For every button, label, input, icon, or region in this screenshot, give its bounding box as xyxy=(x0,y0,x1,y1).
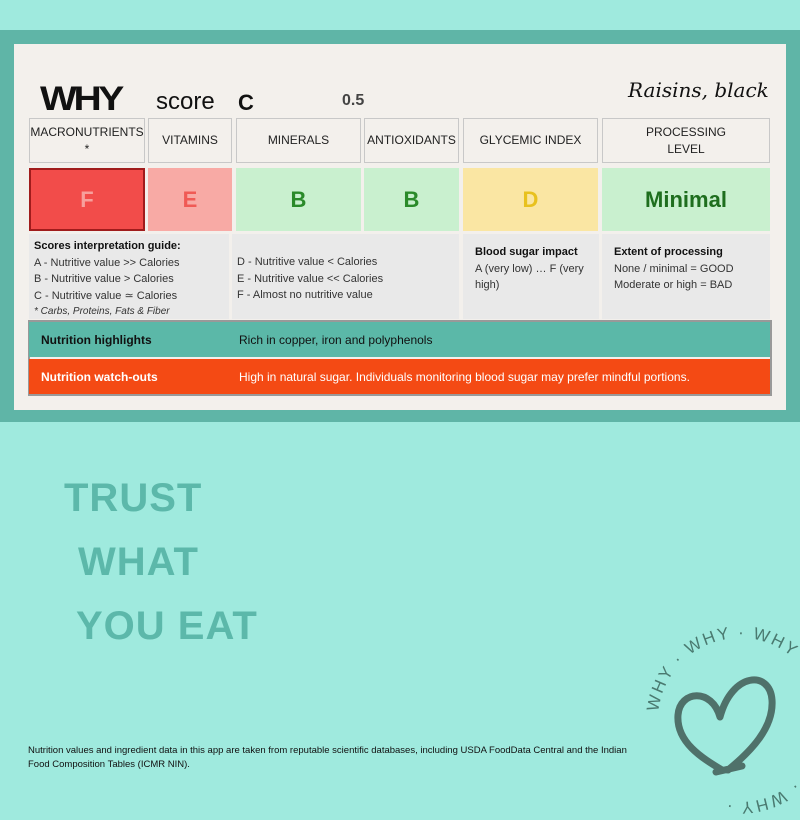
guide-line: D - Nutritive value < Calories xyxy=(237,256,378,268)
grade-cell: F xyxy=(29,168,145,231)
column-header: PROCESSING LEVEL xyxy=(602,118,770,163)
column-header: ANTIOXIDANTS xyxy=(364,118,459,163)
grade-cell: Minimal xyxy=(602,168,770,231)
guide-footnote: * Carbs, Proteins, Fats & Fiber xyxy=(34,306,170,317)
guide-line: A - Nutritive value >> Calories xyxy=(34,256,180,269)
why-badge: WHY · WHY · WHY · WHY · WHY · WHY · xyxy=(643,623,800,817)
column-header: MINERALS xyxy=(236,118,361,163)
nutrition-highlights: Nutrition highlights Rich in copper, iro… xyxy=(29,322,770,357)
watchouts-label: Nutrition watch-outs xyxy=(41,369,158,384)
guide-left: Scores interpretation guide: A - Nutriti… xyxy=(29,234,229,319)
column-header: GLYCEMIC INDEX xyxy=(463,118,598,163)
guide-right: D - Nutritive value < Calories E - Nutri… xyxy=(232,234,459,319)
guide-line: C - Nutritive value ≃ Calories xyxy=(34,289,178,302)
score-value: 0.5 xyxy=(342,92,365,109)
score-grade-partial: C xyxy=(238,90,254,115)
highlights-label: Nutrition highlights xyxy=(41,332,152,347)
heart-icon xyxy=(674,676,776,776)
grade-cell: B xyxy=(364,168,459,231)
watchouts-text: High in natural sugar. Individuals monit… xyxy=(239,369,690,384)
guide-title: Scores interpretation guide: xyxy=(34,240,181,252)
proc-title: Extent of processing xyxy=(614,246,723,258)
column-header: MACRONUTRIENTS * xyxy=(29,118,145,163)
guide-gi: Blood sugar impact A (very low) … F (ver… xyxy=(463,234,599,319)
guide-line: B - Nutritive value > Calories xyxy=(34,273,174,285)
grade-cell: E xyxy=(148,168,232,231)
proc-line: Moderate or high = BAD xyxy=(614,279,733,291)
tagline-line: WHAT xyxy=(78,540,199,584)
data-source-footer: Nutrition values and ingredient data in … xyxy=(28,745,627,770)
tagline-line: YOU EAT xyxy=(76,604,258,648)
score-label: score xyxy=(156,88,215,115)
nutrition-watchouts: Nutrition watch-outs High in natural sug… xyxy=(29,359,770,394)
guide-processing: Extent of processing None / minimal = GO… xyxy=(602,234,770,319)
gi-title: Blood sugar impact xyxy=(475,246,578,258)
highlights-text: Rich in copper, iron and polyphenols xyxy=(239,332,433,347)
grade-cell: D xyxy=(463,168,598,231)
notes-box xyxy=(28,320,772,396)
proc-line: None / minimal = GOOD xyxy=(614,262,734,275)
product-name: Raisins, black xyxy=(628,78,769,102)
guide-line: F - Almost no nutritive value xyxy=(237,289,373,301)
why-logo: WHY xyxy=(40,80,124,118)
column-header: VITAMINS xyxy=(148,118,232,163)
guide-line: E - Nutritive value << Calories xyxy=(237,272,384,285)
gi-text: A (very low) … F (very high) xyxy=(475,262,584,292)
grade-cell: B xyxy=(236,168,361,231)
tagline-line: TRUST xyxy=(64,476,203,520)
